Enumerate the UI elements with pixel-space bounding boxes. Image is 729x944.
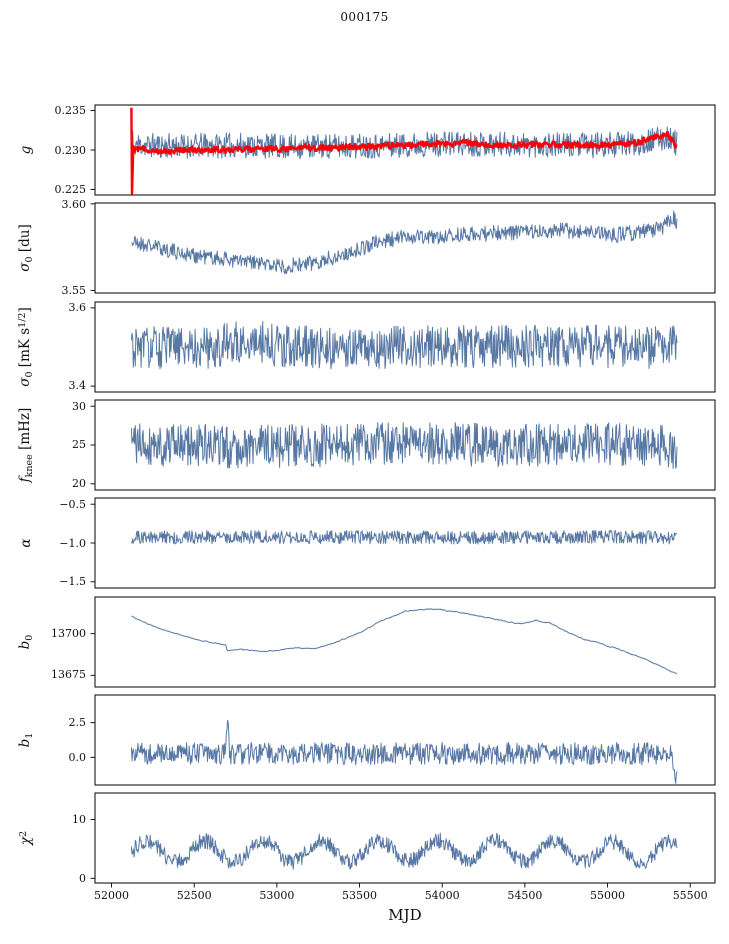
- y-tick-label: 3.60: [61, 197, 87, 211]
- panel-sigma0-du: σ0 [du] 3.55 3.60: [0, 198, 729, 298]
- y-axis-label-alpha: α: [18, 538, 34, 548]
- y-axis-label-sigma0-du: σ0 [du]: [17, 224, 35, 273]
- y-tick-label: 3.6: [68, 300, 87, 314]
- y-tick-label: 3.55: [61, 284, 87, 298]
- f-knee-plot: [90, 399, 716, 491]
- panel-f-knee: fknee [mHz] 20 25 30: [0, 399, 729, 491]
- x-axis-label: MJD: [388, 906, 422, 924]
- g-series-smoothed: [130, 107, 678, 195]
- y-tick-label: 0.235: [54, 104, 87, 118]
- chi2-series-raw: [130, 832, 678, 870]
- axes-spines: [94, 202, 716, 294]
- plot-title: 000175: [340, 10, 389, 24]
- y-axis-label-chi2: χ2: [18, 830, 34, 846]
- x-tick-label: 55000: [590, 889, 626, 903]
- b1-series-raw: [130, 719, 678, 784]
- y-axis-label-b0: b0: [17, 634, 35, 649]
- panel-chi2: χ2 0 10 52000 52500 53000 53500 54000 54500 55000…: [0, 792, 729, 902]
- axes-spines: [94, 694, 716, 786]
- panel-g: g 0.225 0.230 0.235: [0, 104, 729, 196]
- panel-alpha: α −0.5 −1.0 −1.5: [0, 497, 729, 589]
- chi2-plot: [90, 792, 716, 888]
- y-tick-label: 2.5: [68, 715, 87, 729]
- panel-b1: b1 0.0 2.5: [0, 694, 729, 786]
- axes-spines: [94, 792, 716, 884]
- g-plot: [90, 104, 716, 196]
- f-knee-series-raw: [130, 421, 678, 469]
- y-tick-label: 20: [72, 477, 86, 491]
- y-axis-label-g: g: [18, 145, 34, 155]
- y-tick-label: 13675: [51, 668, 86, 682]
- y-axis-label-sigma0-mks: σ0 [mK s1/2]: [17, 306, 35, 387]
- y-tick-label: 13700: [51, 626, 86, 640]
- g-series-raw: [130, 126, 678, 160]
- y-tick-label: 30: [72, 399, 86, 413]
- y-tick-label: 3.4: [68, 379, 87, 393]
- y-tick-label: 10: [72, 813, 86, 827]
- b0-series-raw: [131, 607, 678, 674]
- y-tick-label: 0: [79, 871, 86, 885]
- panel-b0: b0 13675 13700: [0, 596, 729, 688]
- y-tick-label: −1.0: [59, 536, 86, 550]
- sigma0-mks-series-raw: [130, 320, 678, 369]
- x-tick-label: 55500: [672, 889, 708, 903]
- axes-spines: [94, 301, 716, 393]
- b1-plot: [90, 694, 716, 786]
- x-tick-label: 54500: [507, 889, 543, 903]
- panel-sigma0-mks: σ0 [mK s1/2] 3.4 3.6: [0, 300, 729, 393]
- y-tick-label: 0.0: [68, 750, 87, 764]
- sigma0-mks-plot: [90, 301, 716, 393]
- y-tick-label: −0.5: [59, 497, 86, 511]
- alpha-plot: [90, 497, 716, 589]
- axes-spines: [94, 596, 716, 687]
- sigma0-du-series-raw: [131, 210, 678, 275]
- x-tick-label: 53000: [259, 889, 295, 903]
- x-tick-label: 52000: [94, 889, 130, 903]
- alpha-series-raw: [130, 530, 678, 545]
- x-tick-label: 54000: [424, 889, 460, 903]
- y-axis-label-f-knee: fknee [mHz]: [17, 407, 35, 483]
- b0-plot: [90, 596, 716, 687]
- y-tick-label: 25: [72, 438, 86, 452]
- x-tick-label: 52500: [176, 889, 212, 903]
- y-tick-label: −1.5: [59, 575, 86, 589]
- sigma0-du-plot: [90, 202, 716, 294]
- y-tick-label: 0.230: [54, 143, 87, 157]
- y-axis-label-b1: b1: [17, 732, 35, 748]
- y-tick-label: 0.225: [54, 182, 87, 196]
- x-tick-label: 53500: [342, 889, 378, 903]
